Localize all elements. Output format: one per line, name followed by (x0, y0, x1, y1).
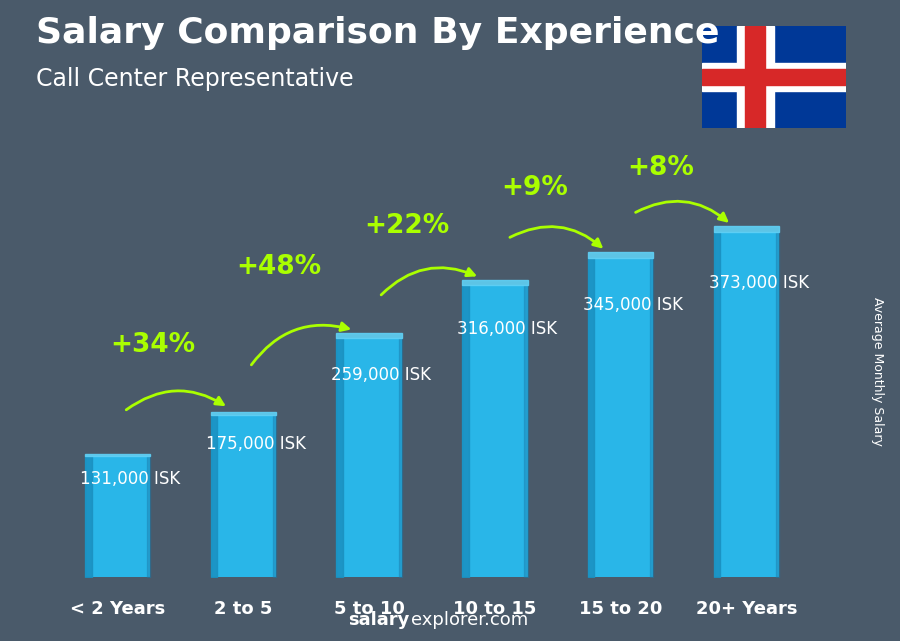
Text: 259,000 ISK: 259,000 ISK (331, 366, 431, 384)
Text: 5 to 10: 5 to 10 (334, 600, 405, 618)
Bar (85, 454, 150, 456)
Bar (211, 412, 276, 415)
Text: < 2 Years: < 2 Years (70, 600, 166, 618)
Text: 175,000 ISK: 175,000 ISK (206, 435, 306, 453)
Text: 131,000 ISK: 131,000 ISK (80, 470, 180, 488)
Text: Average Monthly Salary: Average Monthly Salary (871, 297, 884, 446)
Bar (736, 26, 774, 128)
Bar (588, 253, 653, 258)
Text: 345,000 ISK: 345,000 ISK (583, 296, 683, 314)
Text: Call Center Representative: Call Center Representative (36, 67, 354, 91)
Text: 10 to 15: 10 to 15 (454, 600, 536, 618)
Text: Salary Comparison By Experience: Salary Comparison By Experience (36, 16, 719, 50)
Text: 20+ Years: 20+ Years (696, 600, 797, 618)
Bar (337, 338, 401, 577)
Text: +48%: +48% (236, 254, 321, 280)
Bar (745, 26, 765, 128)
Text: 2 to 5: 2 to 5 (214, 600, 273, 618)
Bar (702, 63, 846, 91)
Bar (463, 285, 527, 577)
Bar (714, 226, 779, 232)
Text: +34%: +34% (111, 332, 195, 358)
Text: 316,000 ISK: 316,000 ISK (457, 320, 557, 338)
Text: 15 to 20: 15 to 20 (579, 600, 662, 618)
Bar (702, 69, 846, 85)
Bar (714, 232, 779, 577)
Text: salary: salary (348, 612, 410, 629)
Bar (588, 258, 653, 577)
Text: +22%: +22% (364, 213, 449, 238)
Text: +8%: +8% (627, 155, 694, 181)
Bar (85, 456, 150, 577)
Text: explorer.com: explorer.com (411, 612, 528, 629)
Text: 373,000 ISK: 373,000 ISK (708, 274, 809, 292)
Text: +9%: +9% (501, 175, 569, 201)
Bar (211, 415, 276, 577)
Bar (337, 333, 401, 338)
Bar (463, 279, 527, 285)
